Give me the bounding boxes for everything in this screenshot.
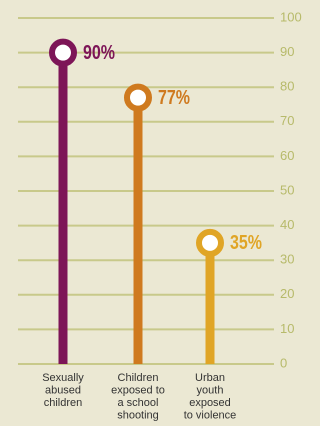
x-tick-label-line: abused — [45, 385, 81, 397]
y-tick-label: 40 — [280, 217, 294, 232]
value-label: 77% — [158, 86, 190, 108]
x-tick-label-line: children — [44, 397, 83, 409]
value-label: 90% — [83, 41, 115, 63]
y-tick-label: 10 — [280, 321, 294, 336]
dot — [127, 87, 149, 109]
x-tick-label-line: exposed to — [111, 385, 165, 397]
y-tick-label: 70 — [280, 113, 294, 128]
y-tick-label: 80 — [280, 79, 294, 94]
background — [0, 0, 304, 426]
x-tick-label-line: youth — [197, 385, 224, 397]
x-tick-label-line: Sexually — [42, 372, 84, 384]
x-tick-label-line: Urban — [195, 372, 225, 384]
y-tick-label: 90 — [280, 44, 294, 59]
y-tick-label: 30 — [280, 252, 294, 267]
y-tick-label: 60 — [280, 148, 294, 163]
x-tick-label-line: exposed — [189, 397, 231, 409]
x-tick-label-line: to violence — [184, 410, 237, 422]
x-tick-label-line: Children — [118, 372, 159, 384]
dot — [52, 42, 74, 64]
dot — [199, 232, 221, 254]
y-tick-label: 50 — [280, 182, 294, 197]
y-tick-label: 0 — [280, 355, 287, 370]
x-tick-label-line: shooting — [117, 410, 159, 422]
y-tick-label: 20 — [280, 286, 294, 301]
x-tick-label-line: a school — [118, 397, 159, 409]
y-tick-label: 100 — [280, 9, 302, 24]
value-label: 35% — [230, 232, 262, 254]
